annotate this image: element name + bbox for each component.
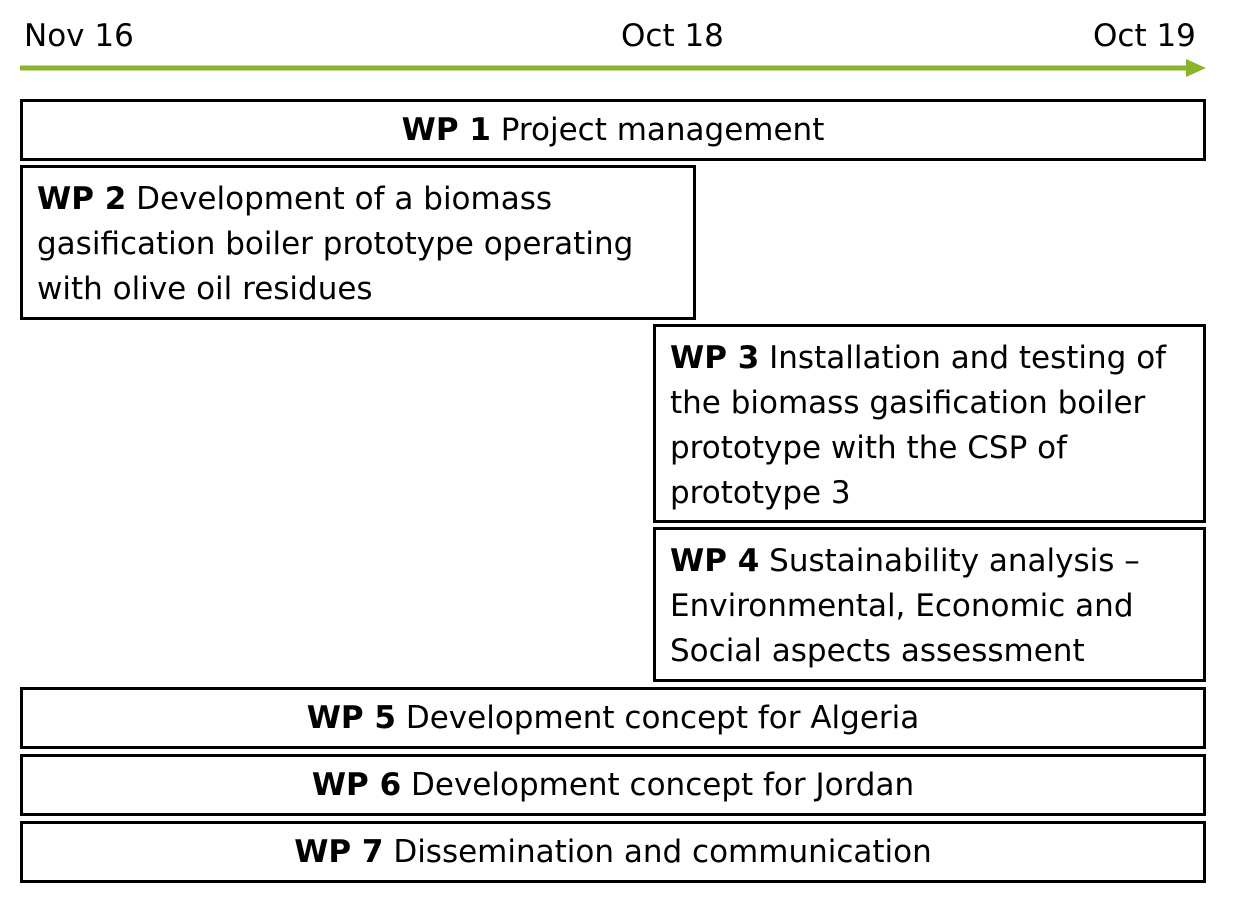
wp-3-id: WP 3 xyxy=(670,340,760,376)
timeline-arrow xyxy=(20,59,1206,77)
timeline-label-end: Oct 19 xyxy=(1093,18,1196,54)
wp-1-title: Project management xyxy=(500,111,825,148)
wp-5-box: WP 5 Development concept for Algeria xyxy=(20,687,1206,749)
timeline-label-start: Nov 16 xyxy=(24,18,134,54)
timeline-label-middle: Oct 18 xyxy=(621,18,724,54)
wp-4-box: WP 4 Sustainability analysis – Environme… xyxy=(653,527,1206,682)
wp-5-id: WP 5 xyxy=(306,699,396,736)
wp-2-title: Development of a biomass gasification bo… xyxy=(37,181,634,307)
wp-6-box: WP 6 Development concept for Jordan xyxy=(20,754,1206,816)
timeline-arrow-head xyxy=(1186,59,1206,77)
wp-7-id: WP 7 xyxy=(294,833,384,870)
wp-1-box: WP 1 Project management xyxy=(20,99,1206,161)
wp-2-box: WP 2 Development of a biomass gasificati… xyxy=(20,165,696,320)
wp-6-title: Development concept for Jordan xyxy=(411,766,915,803)
wp-2-id: WP 2 xyxy=(37,181,127,217)
wp-4-id: WP 4 xyxy=(670,543,760,579)
wp-6-id: WP 6 xyxy=(311,766,402,803)
wp-7-box: WP 7 Dissemination and communication xyxy=(20,821,1206,883)
wp-7-title: Dissemination and communication xyxy=(393,833,932,870)
wp-4-title: Sustainability analysis – Environmental,… xyxy=(670,543,1140,669)
wp-3-box: WP 3 Installation and testing of the bio… xyxy=(653,324,1206,523)
wp-5-title: Development concept for Algeria xyxy=(405,699,920,736)
wp-1-id: WP 1 xyxy=(401,111,491,148)
wp-3-title: Installation and testing of the biomass … xyxy=(670,340,1167,511)
